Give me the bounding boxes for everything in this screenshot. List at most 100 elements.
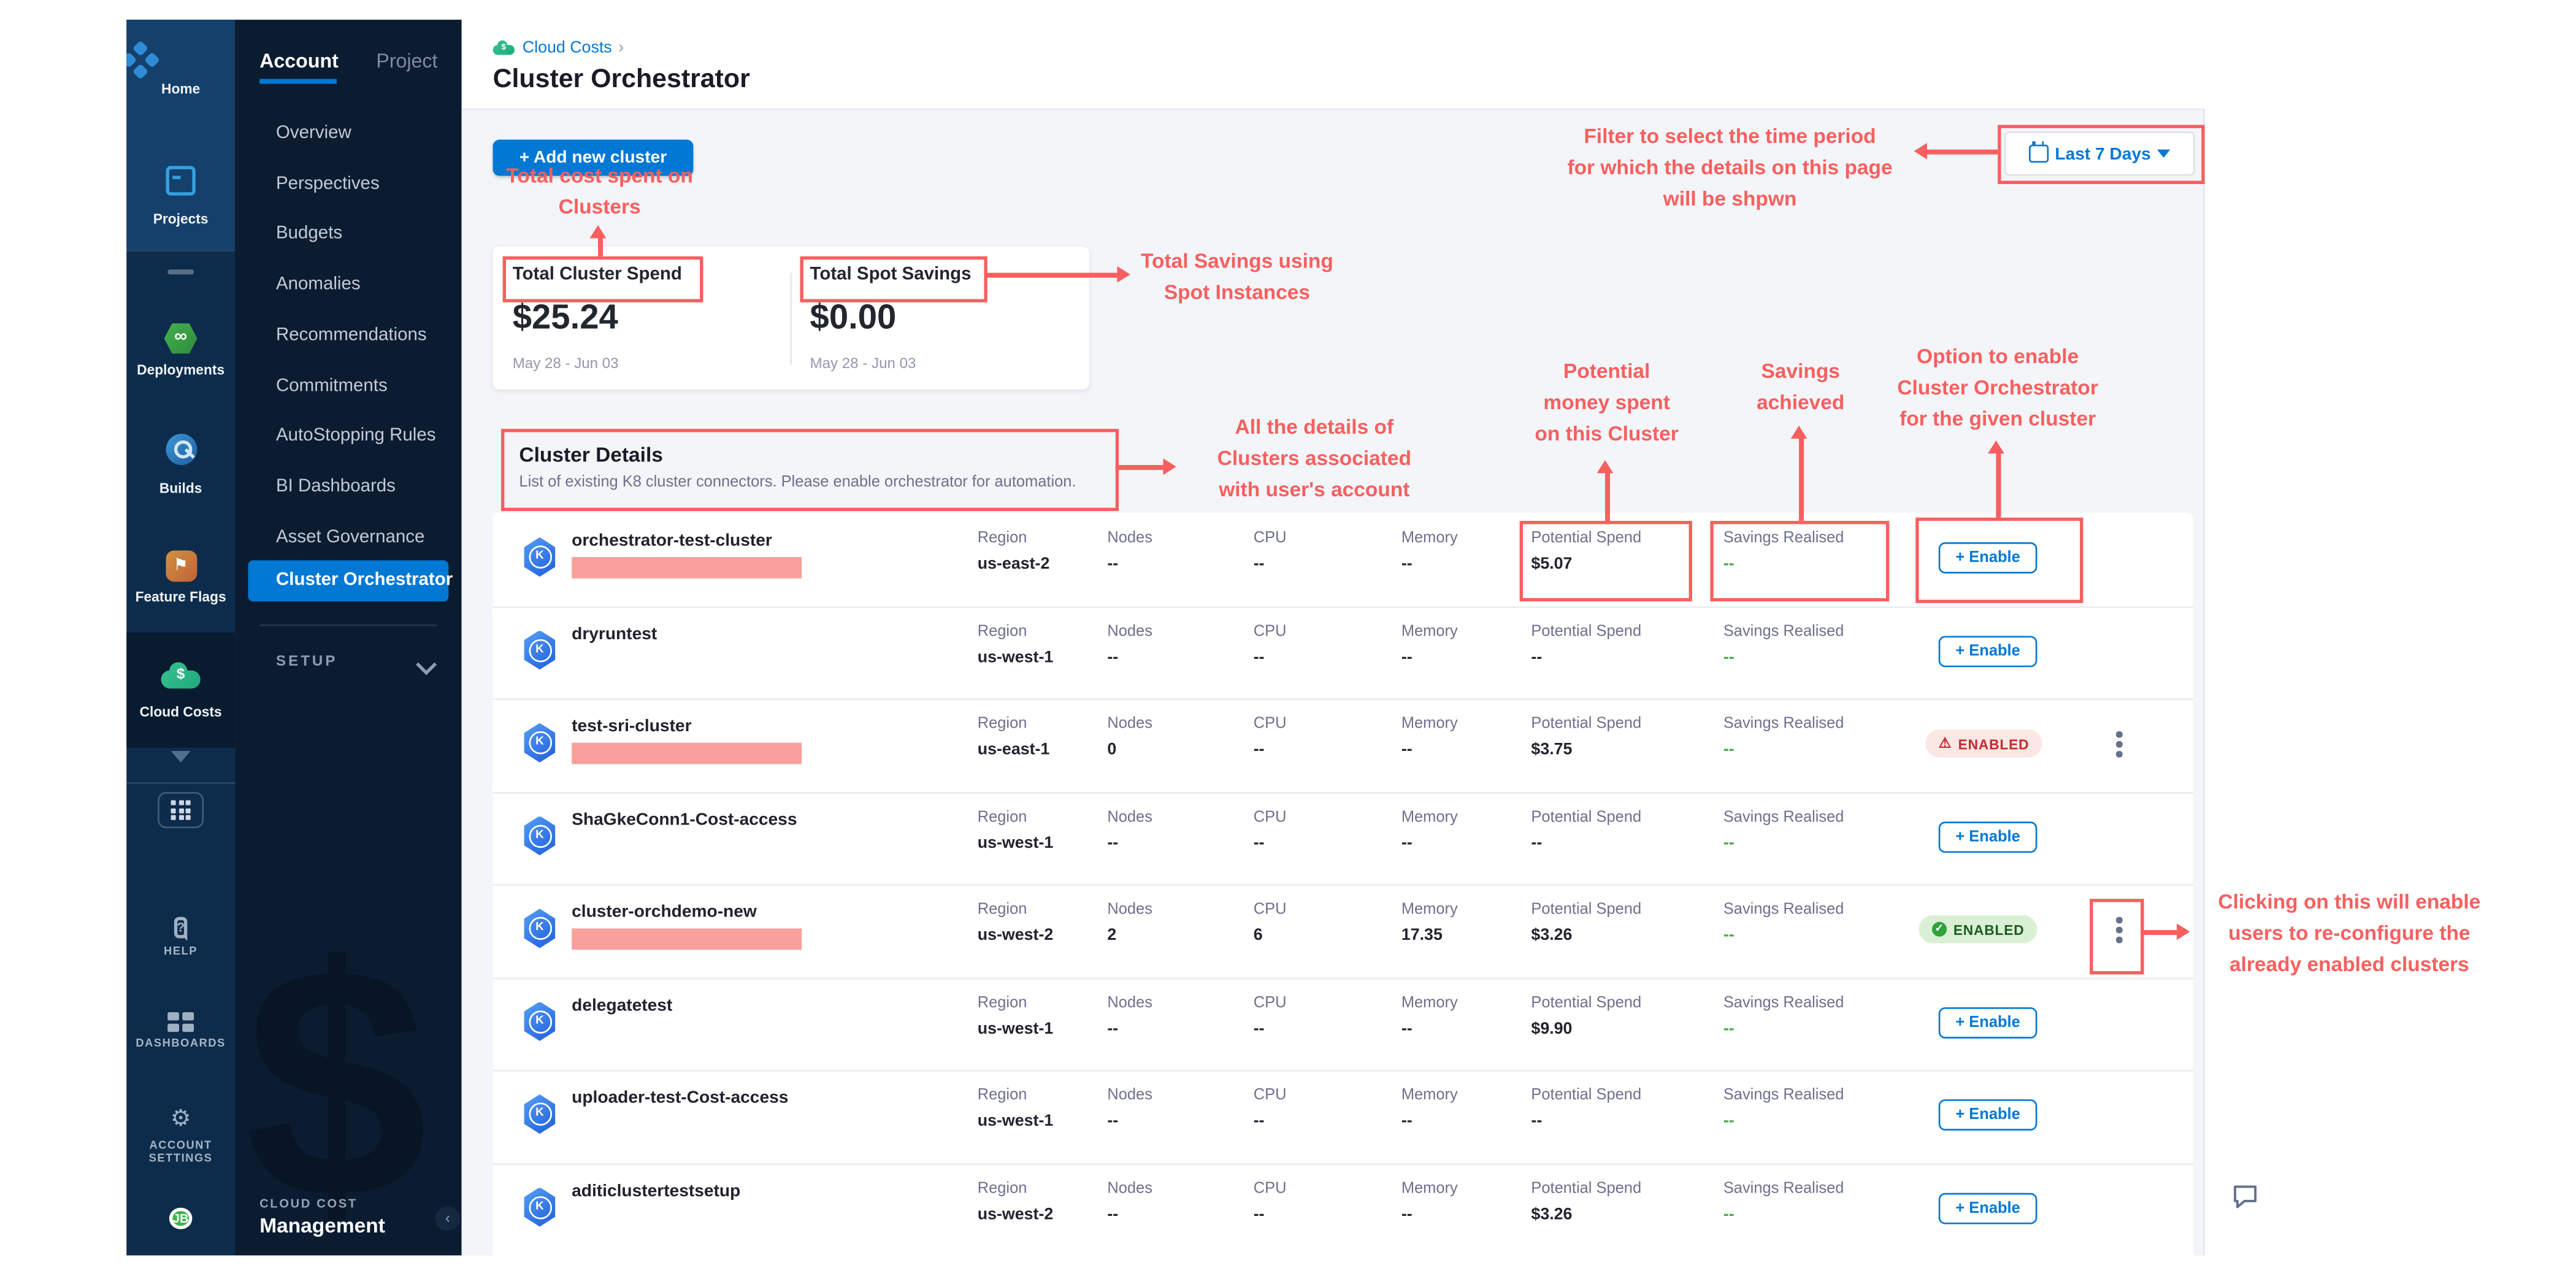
cluster-name: ShaGkeConn1-Cost-access <box>572 809 797 829</box>
calendar-icon <box>2028 141 2049 163</box>
user-avatar[interactable]: JB <box>126 1201 235 1234</box>
home-icon <box>126 40 161 80</box>
summary-card: Total Cluster Spend $25.24 May 28 - Jun … <box>493 246 1089 390</box>
breadcrumb-separator: › <box>618 38 624 57</box>
cluster-name: delegatetest <box>572 994 673 1015</box>
annotation-box-total-cluster-spend <box>502 256 703 302</box>
sidebar-item-home[interactable]: Home <box>126 40 235 97</box>
annotation-total-cost: Total cost spent on Clusters <box>506 164 693 219</box>
total-spot-savings-value: $0.00 <box>810 299 897 337</box>
annotation-arrowhead <box>2177 923 2190 940</box>
sidenav-item-anomalies[interactable]: Anomalies <box>275 274 361 294</box>
caret-down-icon <box>2157 149 2171 158</box>
sidebar-item-dashboards[interactable]: DASHBOARDS <box>126 1012 235 1049</box>
annotation-arrow-line <box>1115 465 1163 471</box>
annotation-arrow-line <box>1926 148 2001 154</box>
sidebar-item-help[interactable]: ? HELP <box>126 910 235 958</box>
sidenav-item-cluster-orchestrator[interactable]: Cluster Orchestrator <box>248 560 453 602</box>
page-title: Cluster Orchestrator <box>493 66 750 94</box>
help-chat-icon: ? <box>173 917 188 939</box>
sidenav-item-asset-governance[interactable]: Asset Governance <box>275 527 425 547</box>
active-tab-underline <box>259 79 337 83</box>
breadcrumb-link-cloud-costs[interactable]: Cloud Costs <box>522 38 612 57</box>
rail-divider <box>126 782 236 784</box>
sidebar-item-cloud-costs[interactable]: $ Cloud Costs <box>126 662 235 720</box>
table-row[interactable]: K ShaGkeConn1-Cost-access Region us-west-1 N… <box>493 791 2193 886</box>
check-icon: ✓ <box>1931 921 1947 937</box>
sidenav-collapse-button[interactable]: ‹ <box>435 1206 460 1231</box>
total-cluster-spend-label: Total Cluster Spend <box>512 264 682 285</box>
rail-expand-chevron[interactable] <box>126 751 235 792</box>
sidenav-item-recommendations[interactable]: Recommendations <box>275 325 427 345</box>
rail-drag-handle[interactable] <box>167 269 194 274</box>
sidenav-item-perspectives[interactable]: Perspectives <box>275 174 380 194</box>
sidebar-item-projects[interactable]: Projects <box>126 163 235 227</box>
main-content: $ Cloud Costs › Cluster Orchestrator + A… <box>461 20 2576 1256</box>
enable-button[interactable]: + Enable <box>1938 1192 2037 1224</box>
builds-icon <box>165 434 197 466</box>
cloud-costs-icon: $ <box>161 662 201 689</box>
kubernetes-cluster-icon: K <box>524 723 556 763</box>
kubernetes-cluster-icon: K <box>524 1094 556 1134</box>
total-spot-savings-period: May 28 - Jun 03 <box>810 355 916 372</box>
annotation-time-filter: Filter to select the time period for whic… <box>1567 125 1893 210</box>
chevron-down-icon <box>171 751 191 791</box>
sidenav-item-bi-dashboards[interactable]: BI Dashboards <box>275 476 396 496</box>
tab-project[interactable]: Project <box>376 49 438 72</box>
sidebar-item-deployments[interactable]: ∞ Deployments <box>126 320 235 378</box>
enable-button[interactable]: + Enable <box>1938 820 2037 852</box>
annotation-potential-spend: Potential money spent on this Cluster <box>1535 359 1679 445</box>
enable-button[interactable]: + Enable <box>1938 1099 2037 1131</box>
chevron-down-icon[interactable] <box>416 654 437 675</box>
sidebar-item-feature-flags[interactable]: ⚑ Feature Flags <box>126 549 235 605</box>
sidenav-item-autostopping-rules[interactable]: AutoStopping Rules <box>275 425 436 445</box>
annotation-box-cluster-details <box>500 429 1119 512</box>
kubernetes-cluster-icon: K <box>524 1001 556 1041</box>
sidenav-item-budgets[interactable]: Budgets <box>275 223 343 244</box>
kebab-menu[interactable] <box>2109 913 2129 947</box>
active-module-highlight <box>126 632 236 748</box>
kebab-menu[interactable] <box>2109 728 2129 761</box>
date-range-filter[interactable]: Last 7 Days <box>2004 131 2195 176</box>
total-cluster-spend-period: May 28 - Jun 03 <box>512 355 619 372</box>
sidenav-footer-eyebrow: CLOUD COST <box>259 1196 358 1212</box>
enable-button[interactable]: + Enable <box>1938 635 2037 667</box>
cloud-costs-icon: $ <box>493 40 515 55</box>
total-cluster-spend-value: $25.24 <box>512 299 618 337</box>
projects-icon <box>166 166 196 196</box>
enable-button[interactable]: + Enable <box>1938 1006 2037 1038</box>
kubernetes-cluster-icon: K <box>524 630 556 670</box>
annotation-box-potential-spend-cell <box>1519 521 1692 602</box>
rail-divider <box>126 250 236 252</box>
enabled-badge-success: ✓ ENABLED <box>1919 915 2037 944</box>
sidebar-item-account-settings[interactable]: ⚙ ACCOUNT SETTINGS <box>148 1104 213 1166</box>
sidenav-item-commitments[interactable]: Commitments <box>275 376 388 396</box>
sidebar-item-builds[interactable]: Builds <box>126 434 235 496</box>
add-new-cluster-button[interactable]: + Add new cluster <box>493 139 694 176</box>
setup-section-toggle[interactable]: SETUP <box>275 652 338 669</box>
dashboards-icon <box>167 1012 194 1031</box>
enable-button[interactable]: + Enable <box>1938 542 2037 574</box>
annotation-arrowhead <box>1790 425 1807 439</box>
module-selector-button[interactable] <box>126 792 235 828</box>
annotation-box-kebab <box>2090 899 2144 975</box>
sidenav-item-overview[interactable]: Overview <box>275 123 351 144</box>
cluster-name: aditiclustertestsetup <box>572 1180 741 1201</box>
kubernetes-cluster-icon: K <box>524 815 556 856</box>
card-divider <box>790 272 792 365</box>
cluster-name: test-sri-cluster <box>572 716 692 736</box>
chat-support-icon[interactable] <box>2231 1183 2260 1218</box>
cluster-details-subtitle: List of existing K8 cluster connectors. … <box>519 473 1076 491</box>
tab-account[interactable]: Account <box>259 49 339 72</box>
cloud-costs-sidenav: $ Account Project Overview Perspectives … <box>235 20 462 1256</box>
cluster-name: orchestrator-test-cluster <box>572 531 772 551</box>
sidenav-divider <box>259 624 437 626</box>
